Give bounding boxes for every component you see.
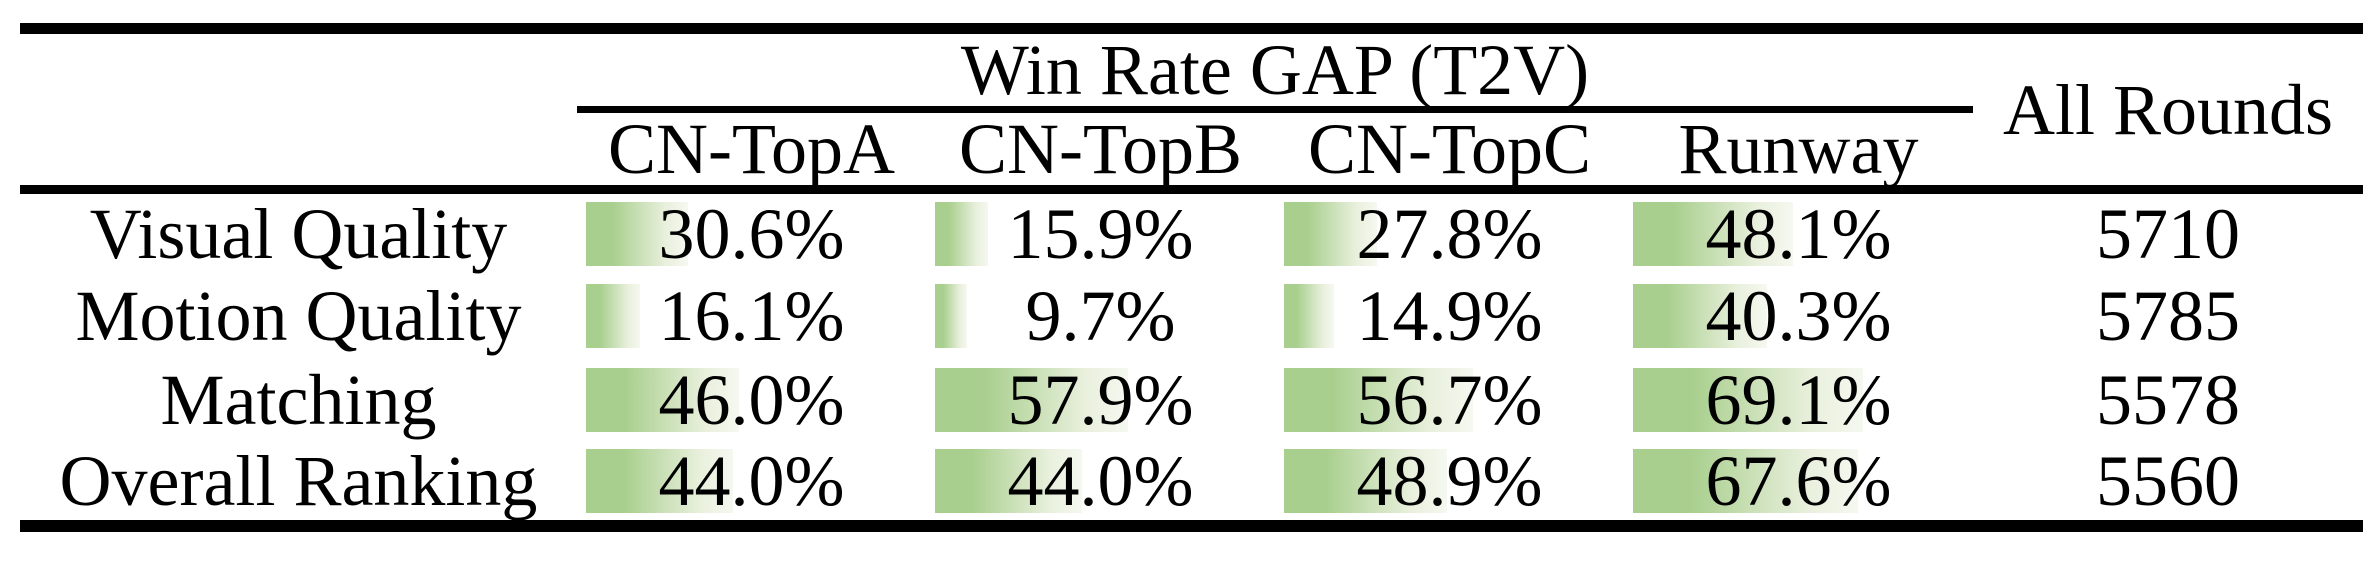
win-rate-bar (1284, 448, 1447, 513)
win-rate-value: 16.1% (658, 275, 845, 356)
all-rounds-value: 5560 (2096, 440, 2240, 521)
win-rate-bar (935, 367, 1128, 432)
win-rate-cell: 40.3% (1624, 274, 1973, 358)
win-rate-value: 48.1% (1705, 193, 1892, 274)
win-rate-cell: 44.0% (577, 442, 926, 526)
all-rounds-value: 5785 (2096, 275, 2240, 356)
win-rate-value: 69.1% (1705, 359, 1892, 440)
table-row: Overall Ranking 44.0% 44.0% 48.9% 67.6% (20, 442, 2363, 526)
column-header-runway: Runway (1678, 109, 1919, 189)
win-rate-cell: 30.6% (577, 190, 926, 274)
win-rate-value: 15.9% (1007, 193, 1194, 274)
table-header: Win Rate GAP (T2V) All Rounds CN-TopA CN… (20, 28, 2363, 190)
corner-cell (20, 29, 577, 190)
win-rate-cell: 48.9% (1275, 442, 1624, 526)
win-rate-cell: 9.7% (926, 274, 1275, 358)
all-rounds-value: 5710 (2096, 193, 2240, 274)
win-rate-bar (586, 283, 640, 348)
win-rate-bar (586, 367, 739, 432)
win-rate-cell: 46.0% (577, 358, 926, 442)
win-rate-cell: 48.1% (1624, 190, 1973, 274)
win-rate-value: 46.0% (658, 359, 845, 440)
win-rate-value: 67.6% (1705, 440, 1892, 521)
win-rate-value: 57.9% (1007, 359, 1194, 440)
win-rate-value: 14.9% (1356, 275, 1543, 356)
win-rate-value: 30.6% (658, 193, 845, 274)
column-header-all-rounds: All Rounds (2002, 69, 2334, 150)
win-rate-bar (1633, 367, 1863, 432)
win-rate-value: 9.7% (1025, 275, 1176, 356)
column-header-cn-topa: CN-TopA (608, 109, 895, 189)
win-rate-cell: 67.6% (1624, 442, 1973, 526)
column-header-cn-topb: CN-TopB (959, 109, 1242, 189)
win-rate-value: 48.9% (1356, 440, 1543, 521)
row-label: Visual Quality (89, 193, 508, 274)
table-row: Visual Quality 30.6% 15.9% 27.8% 48.1% (20, 190, 2363, 274)
win-rate-cell: 56.7% (1275, 358, 1624, 442)
win-rate-bar (1633, 448, 1858, 513)
win-rate-bar (1284, 367, 1473, 432)
win-rate-bar (586, 448, 733, 513)
row-label: Overall Ranking (59, 440, 538, 521)
win-rate-bar (1284, 283, 1334, 348)
win-rate-bar (1633, 201, 1793, 266)
win-rate-value: 44.0% (1007, 440, 1194, 521)
row-label: Matching (160, 359, 437, 440)
column-header-cn-topc: CN-TopC (1308, 109, 1591, 189)
win-rate-cell: 27.8% (1275, 190, 1624, 274)
win-rate-value: 40.3% (1705, 275, 1892, 356)
win-rate-cell: 15.9% (926, 190, 1275, 274)
win-rate-bar (586, 201, 688, 266)
win-rate-cell: 44.0% (926, 442, 1275, 526)
win-rate-bar (935, 201, 988, 266)
win-rate-value: 44.0% (658, 440, 845, 521)
win-rate-cell: 69.1% (1624, 358, 1973, 442)
win-rate-bar (935, 448, 1082, 513)
win-rate-cell: 14.9% (1275, 274, 1624, 358)
win-rate-bar (935, 283, 967, 348)
win-rate-cell: 16.1% (577, 274, 926, 358)
table-row: Matching 46.0% 57.9% 56.7% 69.1% 557 (20, 358, 2363, 442)
all-rounds-value: 5578 (2096, 359, 2240, 440)
win-rate-value: 27.8% (1356, 193, 1543, 274)
win-rate-value: 56.7% (1356, 359, 1543, 440)
win-rate-cell: 57.9% (926, 358, 1275, 442)
win-rate-bar (1284, 201, 1377, 266)
group-header: Win Rate GAP (T2V) (577, 28, 1973, 113)
win-rate-table: Win Rate GAP (T2V) All Rounds CN-TopA CN… (20, 23, 2363, 532)
table-row: Motion Quality 16.1% 9.7% 14.9% 40.3% (20, 274, 2363, 358)
row-label: Motion Quality (75, 275, 522, 356)
win-rate-bar (1633, 283, 1767, 348)
